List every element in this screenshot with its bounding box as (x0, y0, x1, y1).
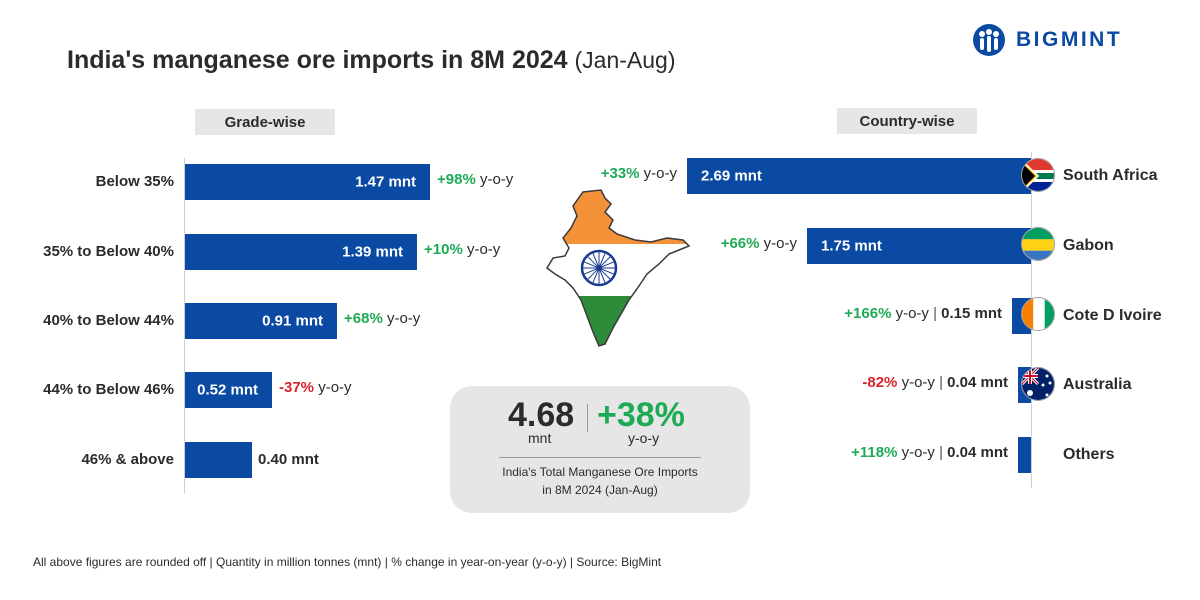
yoy-suffix: y-o-y (759, 235, 797, 252)
country-value-label: 1.75 mnt (821, 237, 882, 255)
country-category-label: Others (1063, 446, 1115, 463)
south-africa-flag-icon (1021, 158, 1055, 192)
total-divider (587, 404, 588, 432)
grade-category-label: 40% to Below 44% (43, 312, 174, 329)
yoy-suffix: y-o-y (897, 444, 935, 461)
country-bar: 1.75 mnt (807, 228, 1031, 264)
total-change: +38% (597, 396, 685, 434)
grade-bar (185, 442, 252, 478)
india-map-icon (546, 189, 691, 347)
page-title: India's manganese ore imports in 8M 2024… (67, 46, 676, 75)
cote-divoire-flag-icon (1021, 297, 1055, 331)
grade-value-label: 1.47 mnt (355, 173, 416, 191)
country-bar: 2.69 mnt (687, 158, 1031, 194)
separator: | (934, 444, 948, 461)
gabon-flag-icon (1021, 227, 1055, 261)
country-category-label: Gabon (1063, 237, 1114, 254)
total-unit: mnt (528, 430, 552, 446)
grade-category-label: 46% & above (81, 451, 174, 468)
bar-amount: 0.15 mnt (941, 305, 1002, 322)
country-category-label: South Africa (1063, 167, 1158, 184)
country-category-label: Cote D Ivoire (1063, 307, 1162, 324)
yoy-percent: +10% (424, 241, 463, 258)
logo-text: BIGMINT (1016, 28, 1123, 51)
country-value-label: 2.69 mnt (701, 167, 762, 185)
grade-value-label: 1.39 mnt (342, 243, 403, 261)
total-description: India's Total Manganese Ore Imports in 8… (470, 463, 730, 499)
yoy-suffix: y-o-y (475, 171, 514, 188)
total-change-unit: y-o-y (628, 430, 660, 446)
yoy-percent: +33% (600, 165, 640, 182)
yoy-suffix: y-o-y (382, 310, 421, 327)
yoy-percent: +68% (344, 310, 383, 327)
separator: | (928, 305, 942, 322)
total-desc-line2: in 8M 2024 (Jan-Aug) (542, 483, 658, 497)
yoy-percent: -37% (279, 379, 315, 396)
grade-value-label: 0.91 mnt (262, 312, 323, 330)
ashoka-chakra-icon (580, 249, 618, 287)
grade-value-label: 0.40 mnt (258, 451, 319, 468)
yoy-percent: +66% (720, 235, 760, 252)
yoy-percent: +166% (844, 305, 892, 322)
total-rule (499, 457, 701, 458)
grade-value-label: 0.52 mnt (197, 381, 258, 399)
bar-amount: 0.04 mnt (947, 444, 1008, 461)
people-logo-icon (973, 24, 1005, 56)
grade-bar: 0.91 mnt (185, 303, 337, 339)
grade-bar: 0.52 mnt (185, 372, 272, 408)
bigmint-logo: BIGMINT (972, 22, 1122, 58)
total-value: 4.68 (508, 396, 575, 434)
yoy-percent: +98% (437, 171, 476, 188)
grade-bar: 1.47 mnt (185, 164, 430, 200)
total-summary-box: 4.68 mnt +38% y-o-y India's Total Mangan… (450, 386, 750, 513)
grade-wise-tag: Grade-wise (195, 109, 335, 135)
grade-category-label: 35% to Below 40% (43, 243, 174, 260)
grade-yoy-label: +68% y-o-y (344, 310, 420, 327)
country-bar (1018, 437, 1031, 473)
yoy-suffix: y-o-y (891, 305, 929, 322)
yoy-suffix: y-o-y (897, 374, 935, 391)
country-category-label: Australia (1063, 376, 1132, 393)
yoy-suffix: y-o-y (462, 241, 501, 258)
australia-flag-icon (1021, 367, 1055, 401)
total-desc-line1: India's Total Manganese Ore Imports (502, 465, 698, 479)
bar-amount: 0.04 mnt (947, 374, 1008, 391)
yoy-suffix: y-o-y (639, 165, 677, 182)
separator: | (934, 374, 948, 391)
yoy-suffix: y-o-y (314, 379, 352, 396)
country-yoy-label: +118% y-o-y | 0.04 mnt (851, 444, 1008, 461)
grade-axis-line (184, 158, 185, 494)
grade-bar: 1.39 mnt (185, 234, 417, 270)
title-subtitle: (Jan-Aug) (574, 47, 676, 73)
yoy-percent: +118% (851, 444, 898, 461)
country-yoy-label: +166% y-o-y | 0.15 mnt (844, 305, 1002, 322)
grade-category-label: 44% to Below 46% (43, 381, 174, 398)
grade-yoy-label: +98% y-o-y (437, 171, 513, 188)
country-yoy-label: +33% y-o-y (601, 165, 677, 182)
country-wise-tag: Country-wise (837, 108, 977, 134)
grade-category-label: Below 35% (95, 173, 174, 190)
footer-note: All above figures are rounded off | Quan… (33, 555, 662, 569)
country-yoy-label: -82% y-o-y | 0.04 mnt (862, 374, 1008, 391)
title-main: India's manganese ore imports in 8M 2024 (67, 46, 568, 74)
yoy-percent: -82% (862, 374, 898, 391)
grade-yoy-label: +10% y-o-y (424, 241, 500, 258)
country-yoy-label: +66% y-o-y (721, 235, 797, 252)
grade-yoy-label: -37% y-o-y (279, 379, 352, 396)
